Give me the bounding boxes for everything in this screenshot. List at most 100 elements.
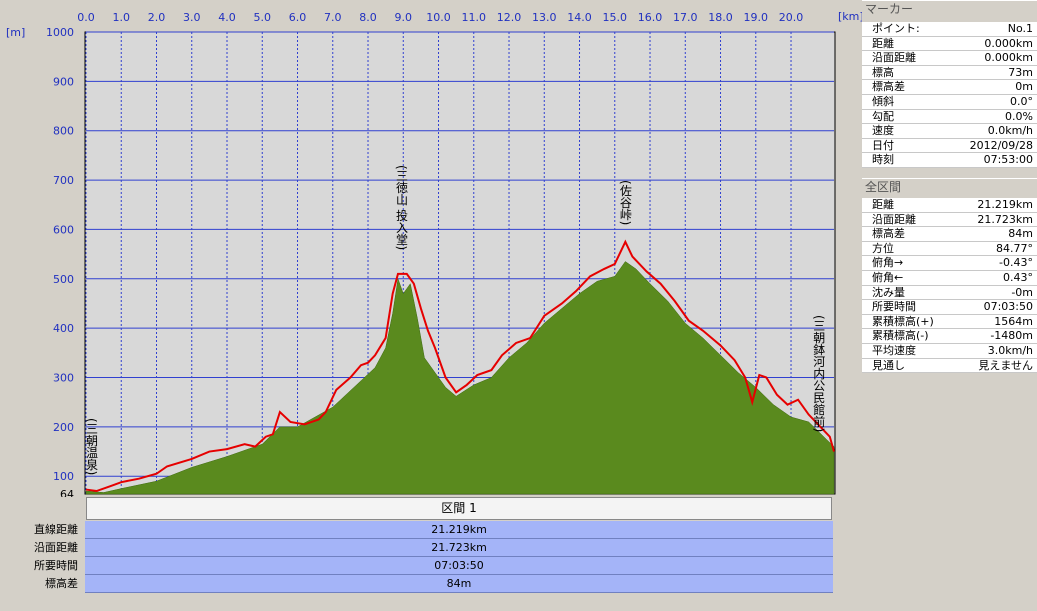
marker-row: 標高 73m	[862, 66, 1037, 81]
total-label: 沿面距離	[872, 212, 916, 226]
annotation-label: (三朝温泉)	[85, 418, 99, 475]
marker-row: 勾配 0.0%	[862, 110, 1037, 125]
y-tick-label: 700	[53, 174, 74, 187]
marker-row: 距離 0.000km	[862, 37, 1037, 52]
total-row: 平均速度 3.0km/h	[862, 344, 1037, 359]
segment-row-value: 21.219km	[85, 521, 833, 539]
x-tick-label: 16.0	[638, 11, 663, 24]
total-value: -0.43°	[999, 256, 1033, 270]
segment-row-label: 直線距離	[34, 523, 78, 536]
marker-value: 2012/09/28	[969, 138, 1033, 152]
total-label: 見通し	[872, 358, 905, 372]
total-value: 21.219km	[977, 198, 1033, 211]
total-label: 俯角→	[872, 256, 904, 270]
total-row: 所要時間 07:03:50	[862, 300, 1037, 315]
marker-value: No.1	[1007, 22, 1033, 35]
y-tick-label: 64	[60, 488, 74, 497]
total-row: 方位 84.77°	[862, 242, 1037, 257]
segment-row: 沿面距離 21.723km	[0, 539, 862, 557]
annotation-label: (三徳山 投入堂)	[395, 165, 409, 250]
marker-label: 時刻	[872, 153, 894, 167]
marker-label: 距離	[872, 36, 894, 50]
marker-label: 沿面距離	[872, 51, 916, 65]
segment-row: 所要時間 07:03:50	[0, 557, 862, 575]
total-value: -1480m	[990, 329, 1033, 343]
y-tick-label: 600	[53, 223, 74, 236]
total-label: 方位	[872, 241, 894, 255]
total-value: 3.0km/h	[987, 343, 1033, 357]
x-tick-label: 19.0	[744, 11, 769, 24]
y-tick-label: 1000	[46, 26, 74, 39]
marker-label: 日付	[872, 138, 894, 152]
y-tick-label: 900	[53, 75, 74, 88]
marker-value: 0.0km/h	[987, 124, 1033, 138]
segment-row-value: 07:03:50	[85, 557, 833, 575]
total-row: 沿面距離 21.723km	[862, 213, 1037, 228]
x-tick-label: 0.0	[77, 11, 95, 24]
total-label: 所要時間	[872, 300, 916, 314]
x-tick-label: 4.0	[218, 11, 236, 24]
total-value: 21.723km	[977, 212, 1033, 226]
marker-value: 07:53:00	[983, 153, 1033, 167]
x-tick-labels: 0.0 1.0 2.0 3.0 4.0 5.0 6.0 7.0 8.0 9.0 10.0 11.0 12…	[77, 11, 803, 24]
total-row: 累積標高(-) -1480m	[862, 329, 1037, 344]
marker-panel-title: マーカー	[862, 0, 1037, 16]
marker-panel: ポイント: No.1 距離 0.000km 沿面距離 0.000km 標高 73m 標高差 0m 傾…	[862, 22, 1037, 168]
total-panel-title: 全区間	[862, 178, 1037, 194]
marker-row: 速度 0.0km/h	[862, 124, 1037, 139]
total-label: 沈み量	[872, 285, 905, 299]
marker-value: 0.000km	[984, 36, 1033, 50]
y-tick-label: 400	[53, 322, 74, 335]
marker-label: 勾配	[872, 109, 894, 123]
series-areas	[85, 239, 835, 495]
marker-row: 標高差 0m	[862, 80, 1037, 95]
x-tick-label: 14.0	[567, 11, 592, 24]
x-tick-label: 13.0	[532, 11, 557, 24]
x-tick-label: 9.0	[395, 11, 413, 24]
ground-area	[85, 261, 835, 495]
total-value: 0.43°	[1003, 270, 1033, 284]
total-label: 累積標高(-)	[872, 329, 929, 343]
total-label: 距離	[872, 198, 894, 211]
total-row: 距離 21.219km	[862, 198, 1037, 213]
total-row: 俯角→ -0.43°	[862, 256, 1037, 271]
marker-label: ポイント:	[872, 22, 920, 35]
marker-label: 標高差	[872, 80, 905, 94]
elevation-chart[interactable]: 0.0 1.0 2.0 3.0 4.0 5.0 6.0 7.0 8.0 9.0 10.0 11.0 12…	[0, 0, 862, 497]
marker-row: 傾斜 0.0°	[862, 95, 1037, 110]
x-tick-label: 12.0	[497, 11, 522, 24]
segment-row-label: 標高差	[45, 577, 78, 590]
x-tick-label: 20.0	[779, 11, 804, 24]
segment-row: 直線距離 21.219km	[0, 521, 862, 539]
segment-header[interactable]: 区間 1	[86, 497, 832, 520]
y-tick-label: 100	[53, 470, 74, 483]
y-tick-labels: 1000 900 800 700 600 500 400 300 200 100 64	[46, 26, 74, 497]
total-value: -0m	[1011, 285, 1033, 299]
y-unit-label: [m]	[6, 26, 25, 39]
annotations: (三朝温泉) (三徳山 投入堂) (佐谷峠) (三朝鉢河内公民館前)	[85, 165, 826, 475]
total-label: 俯角←	[872, 270, 904, 284]
marker-label: 速度	[872, 124, 894, 138]
marker-label: 傾斜	[872, 94, 894, 108]
total-value: 見えません	[978, 358, 1033, 372]
x-tick-label: 15.0	[603, 11, 628, 24]
marker-value: 0.0%	[1005, 109, 1033, 123]
x-tick-label: 5.0	[254, 11, 272, 24]
x-tick-label: 17.0	[673, 11, 698, 24]
marker-row: 時刻 07:53:00	[862, 153, 1037, 168]
y-tick-label: 800	[53, 125, 74, 138]
segment-row-label: 所要時間	[34, 559, 78, 572]
marker-value: 73m	[1008, 65, 1033, 79]
x-tick-label: 3.0	[183, 11, 201, 24]
total-value: 07:03:50	[983, 300, 1033, 314]
total-value: 84m	[1008, 227, 1033, 241]
x-tick-label: 1.0	[113, 11, 131, 24]
marker-value: 0.000km	[984, 51, 1033, 65]
total-value: 84.77°	[996, 241, 1033, 255]
total-label: 平均速度	[872, 343, 916, 357]
x-tick-label: 6.0	[289, 11, 307, 24]
y-tick-label: 200	[53, 421, 74, 434]
x-tick-label: 10.0	[426, 11, 451, 24]
total-row: 俯角← 0.43°	[862, 271, 1037, 286]
segment-row-label: 沿面距離	[34, 541, 78, 554]
